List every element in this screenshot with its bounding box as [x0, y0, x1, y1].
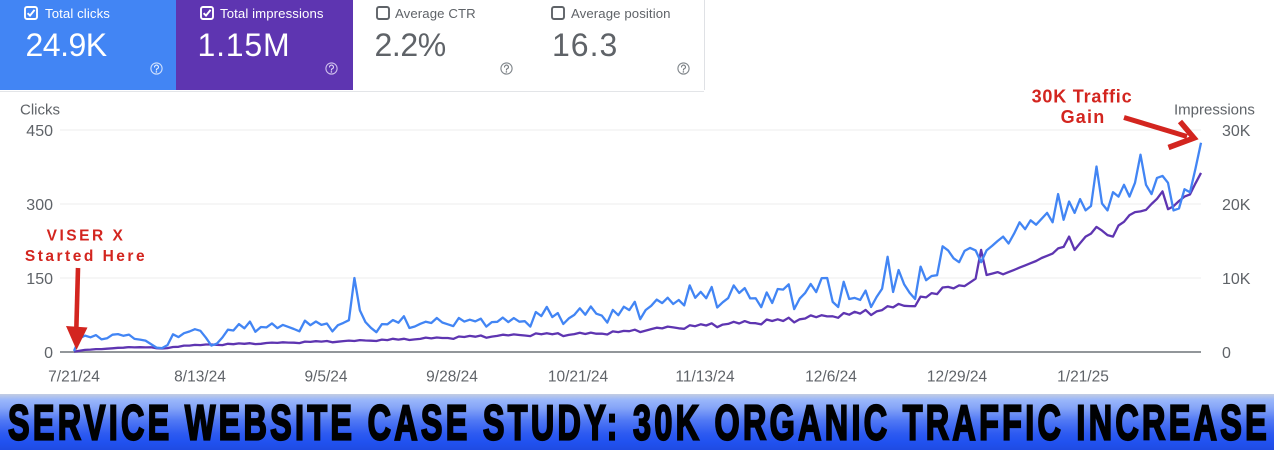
- svg-text:0: 0: [44, 345, 53, 362]
- svg-text:SERVICE WEBSITE CASE STUDY: 30: SERVICE WEBSITE CASE STUDY: 30K ORGANIC …: [8, 396, 1270, 450]
- svg-text:Clicks: Clicks: [20, 102, 60, 119]
- svg-text:12/29/24: 12/29/24: [927, 369, 988, 386]
- svg-text:150: 150: [26, 271, 53, 288]
- svg-text:Started Here: Started Here: [25, 248, 147, 265]
- svg-text:11/13/24: 11/13/24: [675, 369, 735, 386]
- svg-text:7/21/24: 7/21/24: [48, 369, 100, 386]
- svg-text:9/28/24: 9/28/24: [426, 369, 478, 386]
- svg-text:8/13/24: 8/13/24: [174, 369, 226, 386]
- svg-text:Impressions: Impressions: [1174, 102, 1255, 119]
- svg-text:0: 0: [1222, 345, 1231, 362]
- svg-text:30K: 30K: [1222, 123, 1251, 140]
- svg-text:10/21/24: 10/21/24: [548, 369, 609, 386]
- svg-text:9/5/24: 9/5/24: [304, 369, 347, 386]
- svg-text:10K: 10K: [1222, 271, 1251, 288]
- svg-text:12/6/24: 12/6/24: [805, 369, 857, 386]
- svg-text:1/21/25: 1/21/25: [1057, 369, 1109, 386]
- svg-text:300: 300: [26, 197, 53, 214]
- svg-text:VISER X: VISER X: [47, 228, 126, 245]
- svg-text:Gain: Gain: [1061, 107, 1106, 127]
- svg-text:450: 450: [26, 123, 53, 140]
- svg-text:20K: 20K: [1222, 197, 1251, 214]
- svg-text:30K Traffic: 30K Traffic: [1032, 87, 1133, 107]
